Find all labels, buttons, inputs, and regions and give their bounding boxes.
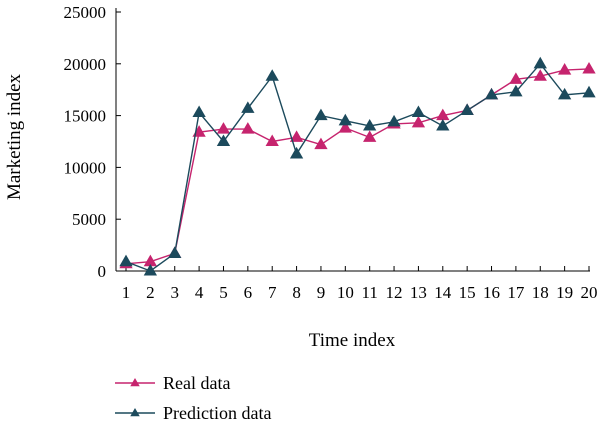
x-tick-label: 20 <box>581 283 598 302</box>
y-tick-label: 0 <box>98 262 107 281</box>
y-tick-label: 20000 <box>64 55 107 74</box>
data-point <box>338 121 352 133</box>
data-point <box>411 115 426 128</box>
data-point <box>582 85 596 98</box>
x-tick-label: 10 <box>337 283 354 302</box>
data-point <box>265 69 279 81</box>
data-point <box>192 105 206 118</box>
y-tick-label: 10000 <box>64 158 107 177</box>
series-line <box>125 68 590 265</box>
data-point <box>533 69 547 81</box>
x-tick-label: 5 <box>219 283 228 302</box>
y-tick-label: 15000 <box>64 107 107 126</box>
data-point <box>119 254 133 267</box>
x-tick-label: 11 <box>361 283 377 302</box>
x-tick-label: 12 <box>386 283 403 302</box>
data-point <box>216 134 231 147</box>
x-tick-label: 15 <box>459 283 476 302</box>
y-axis-title: Marketing index <box>4 73 25 200</box>
series-prediction-data <box>119 56 596 276</box>
x-tick-label: 18 <box>532 283 549 302</box>
series-layer <box>119 56 596 276</box>
series-real-data <box>119 61 596 269</box>
x-tick-label: 3 <box>170 283 179 302</box>
data-point <box>436 118 450 131</box>
data-point <box>460 103 474 115</box>
data-point <box>509 72 523 84</box>
data-point <box>143 254 158 267</box>
x-tick-label: 4 <box>195 283 204 302</box>
data-point <box>582 61 596 74</box>
data-point <box>216 122 231 134</box>
data-point <box>314 137 328 150</box>
x-tick-label: 2 <box>146 283 155 302</box>
x-axis-title: Time index <box>309 330 396 351</box>
x-tick-label: 8 <box>292 283 301 302</box>
data-point <box>143 264 158 276</box>
x-tick-label: 6 <box>244 283 253 302</box>
data-point <box>557 63 572 75</box>
legend-item-real-data: Real data <box>115 373 230 393</box>
x-tick-label: 13 <box>410 283 427 302</box>
data-point <box>363 118 377 131</box>
x-tick-label: 17 <box>507 283 525 302</box>
data-point <box>436 108 450 121</box>
legend-item-prediction-data: Prediction data <box>115 403 271 423</box>
legend-marker <box>130 408 140 417</box>
x-tick-label: 16 <box>483 283 500 302</box>
legend-marker <box>130 378 140 387</box>
data-point <box>265 134 279 147</box>
data-point <box>509 84 523 97</box>
data-point <box>557 87 572 100</box>
data-point <box>411 105 426 118</box>
x-tick-label: 1 <box>122 283 131 302</box>
data-point <box>387 114 401 127</box>
data-point <box>289 146 304 159</box>
data-point <box>338 113 352 126</box>
data-point <box>533 56 547 69</box>
y-tick-label: 5000 <box>72 210 106 229</box>
data-point <box>241 101 255 113</box>
data-point <box>484 87 499 100</box>
data-point <box>241 122 255 134</box>
x-tick-label: 7 <box>268 283 277 302</box>
data-point <box>289 130 304 142</box>
legend: Real data Prediction data <box>115 373 271 423</box>
legend-label: Real data <box>163 373 230 393</box>
x-tick-label: 14 <box>434 283 452 302</box>
legend-label: Prediction data <box>163 403 271 423</box>
data-point <box>363 130 377 142</box>
x-tick-label: 19 <box>556 283 573 302</box>
data-point <box>314 108 328 121</box>
y-tick-label: 25000 <box>64 3 107 22</box>
x-tick-label: 9 <box>317 283 326 302</box>
data-point <box>168 246 182 258</box>
